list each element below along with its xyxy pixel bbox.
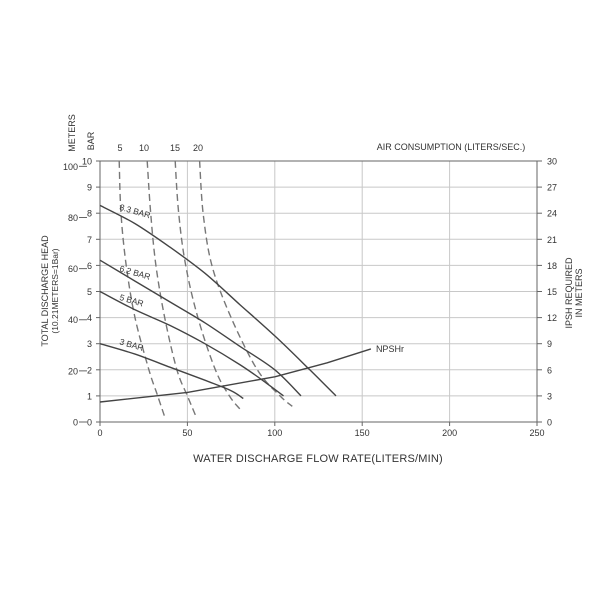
right-axis-sublabel: IN METERS — [574, 268, 584, 317]
npshr-line — [99, 348, 372, 403]
air-consumption-line — [174, 160, 241, 410]
x-axis-label: WATER DISCHARGE FLOW RATE(LITERS/MIN) — [193, 453, 443, 465]
x-tick-label: 150 — [355, 428, 370, 438]
pressure-line — [99, 259, 302, 397]
grid-lines — [100, 161, 537, 422]
x-tick-label: 0 — [97, 428, 102, 438]
right-tick-label: 12 — [547, 313, 557, 323]
right-tick-label: 27 — [547, 183, 557, 193]
left-axis-sublabel: (10.21METERS=1Bar) — [50, 248, 60, 333]
x-axis-ticks: 0 50 100 150 200 250 — [97, 422, 545, 438]
bar-axis-title: BAR — [86, 131, 96, 150]
right-tick-label: 18 — [547, 261, 557, 271]
right-tick-label: 9 — [547, 339, 552, 349]
air-consumption-curves — [118, 160, 293, 418]
right-tick-label: 24 — [547, 209, 557, 219]
air-consumption-line — [146, 160, 197, 418]
meters-tick-label: 60 — [68, 264, 78, 274]
top-tick-label: 20 — [193, 143, 203, 153]
top-tick-label: 10 — [139, 143, 149, 153]
meters-tick-label: 100 — [63, 162, 78, 172]
meters-tick-label: 20 — [68, 366, 78, 376]
bar-tick-label: 10 — [82, 157, 92, 167]
top-tick-label: 15 — [170, 143, 180, 153]
bar-tick-label: 7 — [87, 235, 92, 245]
pressure-line — [99, 290, 284, 397]
right-tick-label: 0 — [547, 418, 552, 428]
right-tick-label: 3 — [547, 391, 552, 401]
x-tick-label: 250 — [529, 428, 544, 438]
pressure-line — [99, 343, 244, 400]
x-tick-label: 200 — [442, 428, 457, 438]
bar-tick-label: 5 — [87, 287, 92, 297]
bar-tick-label: 8 — [87, 209, 92, 219]
right-tick-label: 30 — [547, 157, 557, 167]
air-consumption-line — [118, 160, 166, 418]
bar-tick-label: 6 — [87, 261, 92, 271]
meters-tick-label: 0 — [73, 418, 78, 428]
right-tick-label: 15 — [547, 287, 557, 297]
air-consumption-line — [198, 160, 293, 407]
bar-tick-label: 9 — [87, 183, 92, 193]
right-tick-label: 6 — [547, 365, 552, 375]
bar-tick-label: 0 — [87, 418, 92, 428]
bar-tick-label: 2 — [87, 365, 92, 375]
pressure-line-label: 6.2 BAR — [118, 263, 151, 281]
bar-tick-label: 4 — [87, 313, 92, 323]
right-axis-ticks: 0 3 6 9 12 15 18 21 24 27 30 — [537, 157, 557, 428]
left-axis-label: TOTAL DISCHARGE HEAD — [40, 235, 50, 347]
x-tick-label: 50 — [182, 428, 192, 438]
pressure-line — [99, 204, 337, 397]
top-axis-label: AIR CONSUMPTION (LITERS/SEC.) — [377, 142, 526, 152]
pressure-line-label: 5 BAR — [118, 292, 144, 308]
npshr-curve: NPSHr — [99, 344, 404, 403]
meters-tick-label: 80 — [68, 213, 78, 223]
bar-tick-label: 1 — [87, 391, 92, 401]
top-axis-ticks: 5 10 15 20 — [117, 143, 203, 153]
right-tick-label: 21 — [547, 235, 557, 245]
x-tick-label: 100 — [267, 428, 282, 438]
meters-axis-title: METERS — [67, 114, 77, 152]
bar-tick-label: 3 — [87, 339, 92, 349]
meters-tick-label: 40 — [68, 315, 78, 325]
npshr-label: NPSHr — [376, 344, 404, 354]
top-tick-label: 5 — [117, 143, 122, 153]
right-axis-label: IPSH REQUIRED — [564, 257, 574, 329]
